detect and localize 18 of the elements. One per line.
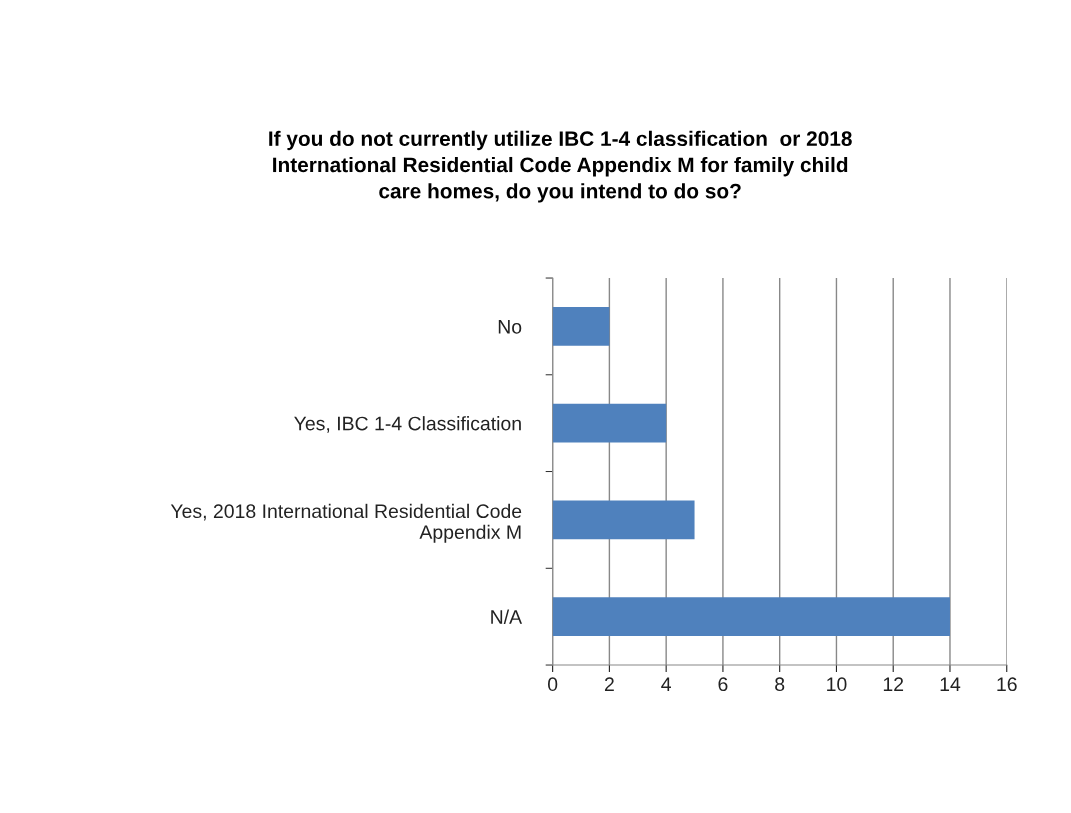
x-tick-label: 8 <box>775 677 785 692</box>
x-tick-label: 4 <box>661 677 671 691</box>
bar <box>552 500 695 540</box>
chart-title: If you do not currently utilize IBC 1-4 classification or 2018 International Residential Code Appendix M for family child care homes, do you intend to do so? <box>269 130 852 203</box>
y-tick-label: Yes, 2018 International Residential Code Appendix M <box>170 503 522 543</box>
x-tick-label: 6 <box>718 677 728 692</box>
x-tick-label: 0 <box>547 677 558 692</box>
y-tick-label: N/A <box>491 609 523 624</box>
x-tick-label: 12 <box>883 677 904 691</box>
x-tick-label: 14 <box>940 677 961 691</box>
y-tick-label: No <box>498 320 522 334</box>
bar <box>552 307 610 346</box>
bar <box>552 597 950 637</box>
bar <box>552 403 667 443</box>
x-tick-label: 10 <box>827 677 847 692</box>
x-tick-label: 16 <box>997 677 1017 692</box>
x-tick-label: 2 <box>604 677 614 691</box>
y-tick-label: Yes, IBC 1-4 Classification <box>294 416 521 433</box>
